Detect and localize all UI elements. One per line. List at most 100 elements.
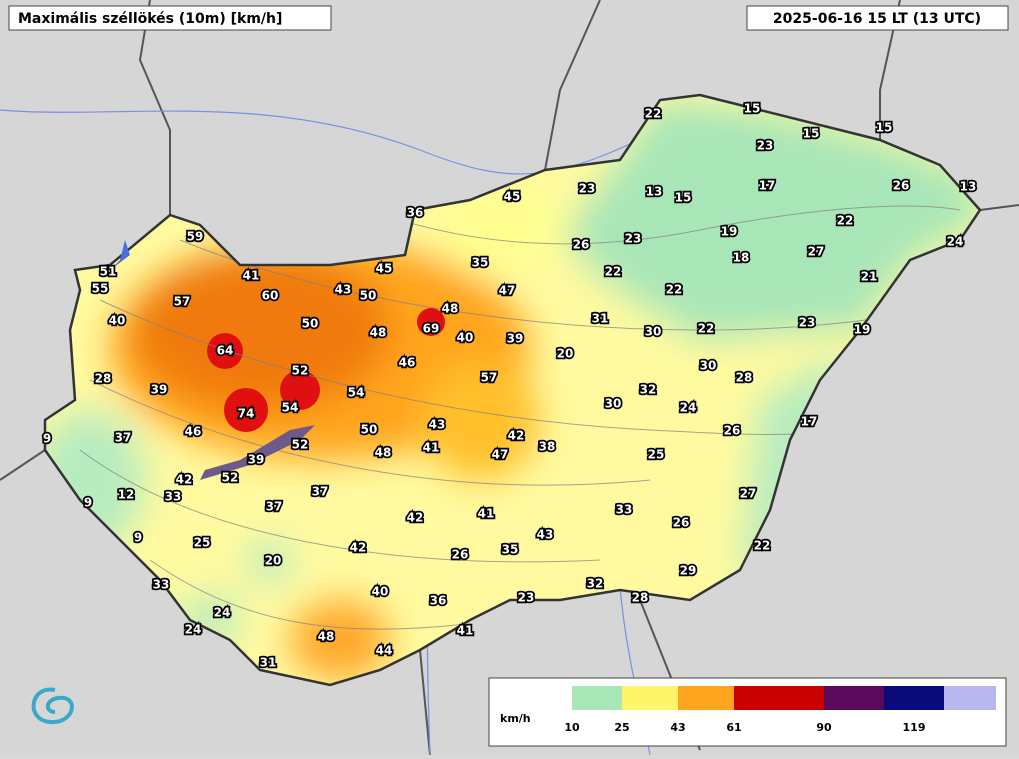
station-value: 39	[248, 453, 265, 467]
station-value: 26	[673, 516, 690, 530]
station-value: 52	[292, 364, 309, 378]
station-value: 48	[370, 326, 387, 340]
station-value: 47	[499, 284, 516, 298]
station-value: 29	[680, 564, 697, 578]
station-value: 17	[801, 415, 818, 429]
station-value: 42	[350, 541, 367, 555]
station-value: 32	[587, 577, 604, 591]
station-value: 15	[744, 102, 761, 116]
station-value: 64	[217, 344, 234, 358]
station-value: 26	[452, 548, 469, 562]
station-value: 57	[174, 295, 191, 309]
station-value: 20	[557, 347, 574, 361]
legend-tick: 43	[670, 721, 685, 734]
station-value: 19	[721, 225, 738, 239]
station-value: 15	[803, 127, 820, 141]
station-value: 39	[507, 332, 524, 346]
station-value: 43	[335, 283, 352, 297]
station-value: 23	[799, 316, 816, 330]
station-value: 19	[854, 323, 871, 337]
station-value: 50	[361, 423, 378, 437]
legend-tick: 10	[564, 721, 580, 734]
time-box	[746, 5, 1009, 31]
station-value: 9	[43, 432, 51, 446]
station-value: 41	[243, 269, 260, 283]
station-value: 36	[430, 594, 447, 608]
station-value: 26	[893, 179, 910, 193]
station-value: 17	[759, 179, 776, 193]
station-value: 69	[423, 322, 440, 336]
station-value: 28	[736, 371, 753, 385]
station-value: 40	[109, 314, 126, 328]
station-value: 55	[92, 282, 109, 296]
station-value: 42	[176, 473, 193, 487]
station-value: 37	[115, 431, 132, 445]
station-value: 23	[625, 232, 642, 246]
station-value: 46	[399, 356, 416, 370]
station-value: 37	[266, 500, 283, 514]
title-box	[8, 5, 332, 31]
station-value: 15	[876, 121, 893, 135]
legend-tick: 119	[903, 721, 926, 734]
station-value: 23	[757, 139, 774, 153]
legend: km/h 10 25 43 61 90 119	[488, 677, 1007, 747]
legend-tick: 25	[614, 721, 629, 734]
legend-tick: 90	[816, 721, 832, 734]
logo	[31, 687, 74, 725]
station-value: 24	[680, 401, 697, 415]
station-value: 33	[165, 490, 182, 504]
station-value: 22	[645, 107, 662, 121]
station-value: 30	[605, 397, 622, 411]
station-value: 22	[837, 214, 854, 228]
station-value: 33	[616, 503, 633, 517]
station-value: 38	[539, 440, 556, 454]
station-value: 25	[194, 536, 211, 550]
station-value: 9	[84, 496, 92, 510]
station-value: 74	[238, 407, 255, 421]
station-value: 20	[265, 554, 282, 568]
station-value: 41	[478, 507, 495, 521]
lake	[110, 240, 130, 270]
station-value: 50	[302, 317, 319, 331]
station-value: 22	[666, 283, 683, 297]
station-value: 35	[472, 256, 489, 270]
station-value: 43	[537, 528, 554, 542]
station-value: 51	[100, 265, 117, 279]
station-value: 22	[605, 265, 622, 279]
legend-unit: km/h	[500, 712, 531, 725]
station-value: 41	[457, 624, 474, 638]
station-value: 50	[360, 289, 377, 303]
station-value: 22	[754, 539, 771, 553]
station-value: 35	[502, 543, 519, 557]
station-value: 9	[134, 531, 142, 545]
station-value: 28	[95, 372, 112, 386]
station-value: 47	[492, 448, 509, 462]
station-value: 46	[185, 425, 202, 439]
station-value: 52	[222, 471, 239, 485]
station-value: 48	[442, 302, 459, 316]
station-value: 21	[861, 270, 878, 284]
station-value: 27	[808, 245, 825, 259]
station-value: 26	[724, 424, 741, 438]
station-value: 12	[118, 488, 135, 502]
station-value: 22	[698, 322, 715, 336]
station-value: 37	[312, 485, 329, 499]
station-value: 57	[481, 371, 498, 385]
station-value: 44	[376, 644, 393, 658]
station-value: 43	[429, 418, 446, 432]
timestamp: 2025-06-16 15 LT (13 UTC)	[773, 11, 981, 27]
station-value: 30	[700, 359, 717, 373]
station-value: 39	[151, 383, 168, 397]
station-value: 33	[153, 578, 170, 592]
title: Maximális széllökés (10m) [km/h]	[18, 11, 282, 27]
station-value: 32	[640, 383, 657, 397]
station-value: 31	[592, 312, 609, 326]
station-value: 31	[260, 656, 277, 670]
station-value: 36	[407, 206, 424, 220]
station-value: 24	[947, 235, 964, 249]
station-value: 24	[185, 623, 202, 637]
lake	[200, 425, 315, 480]
legend-tick: 61	[726, 721, 741, 734]
station-value: 59	[187, 230, 204, 244]
station-value: 60	[262, 289, 279, 303]
